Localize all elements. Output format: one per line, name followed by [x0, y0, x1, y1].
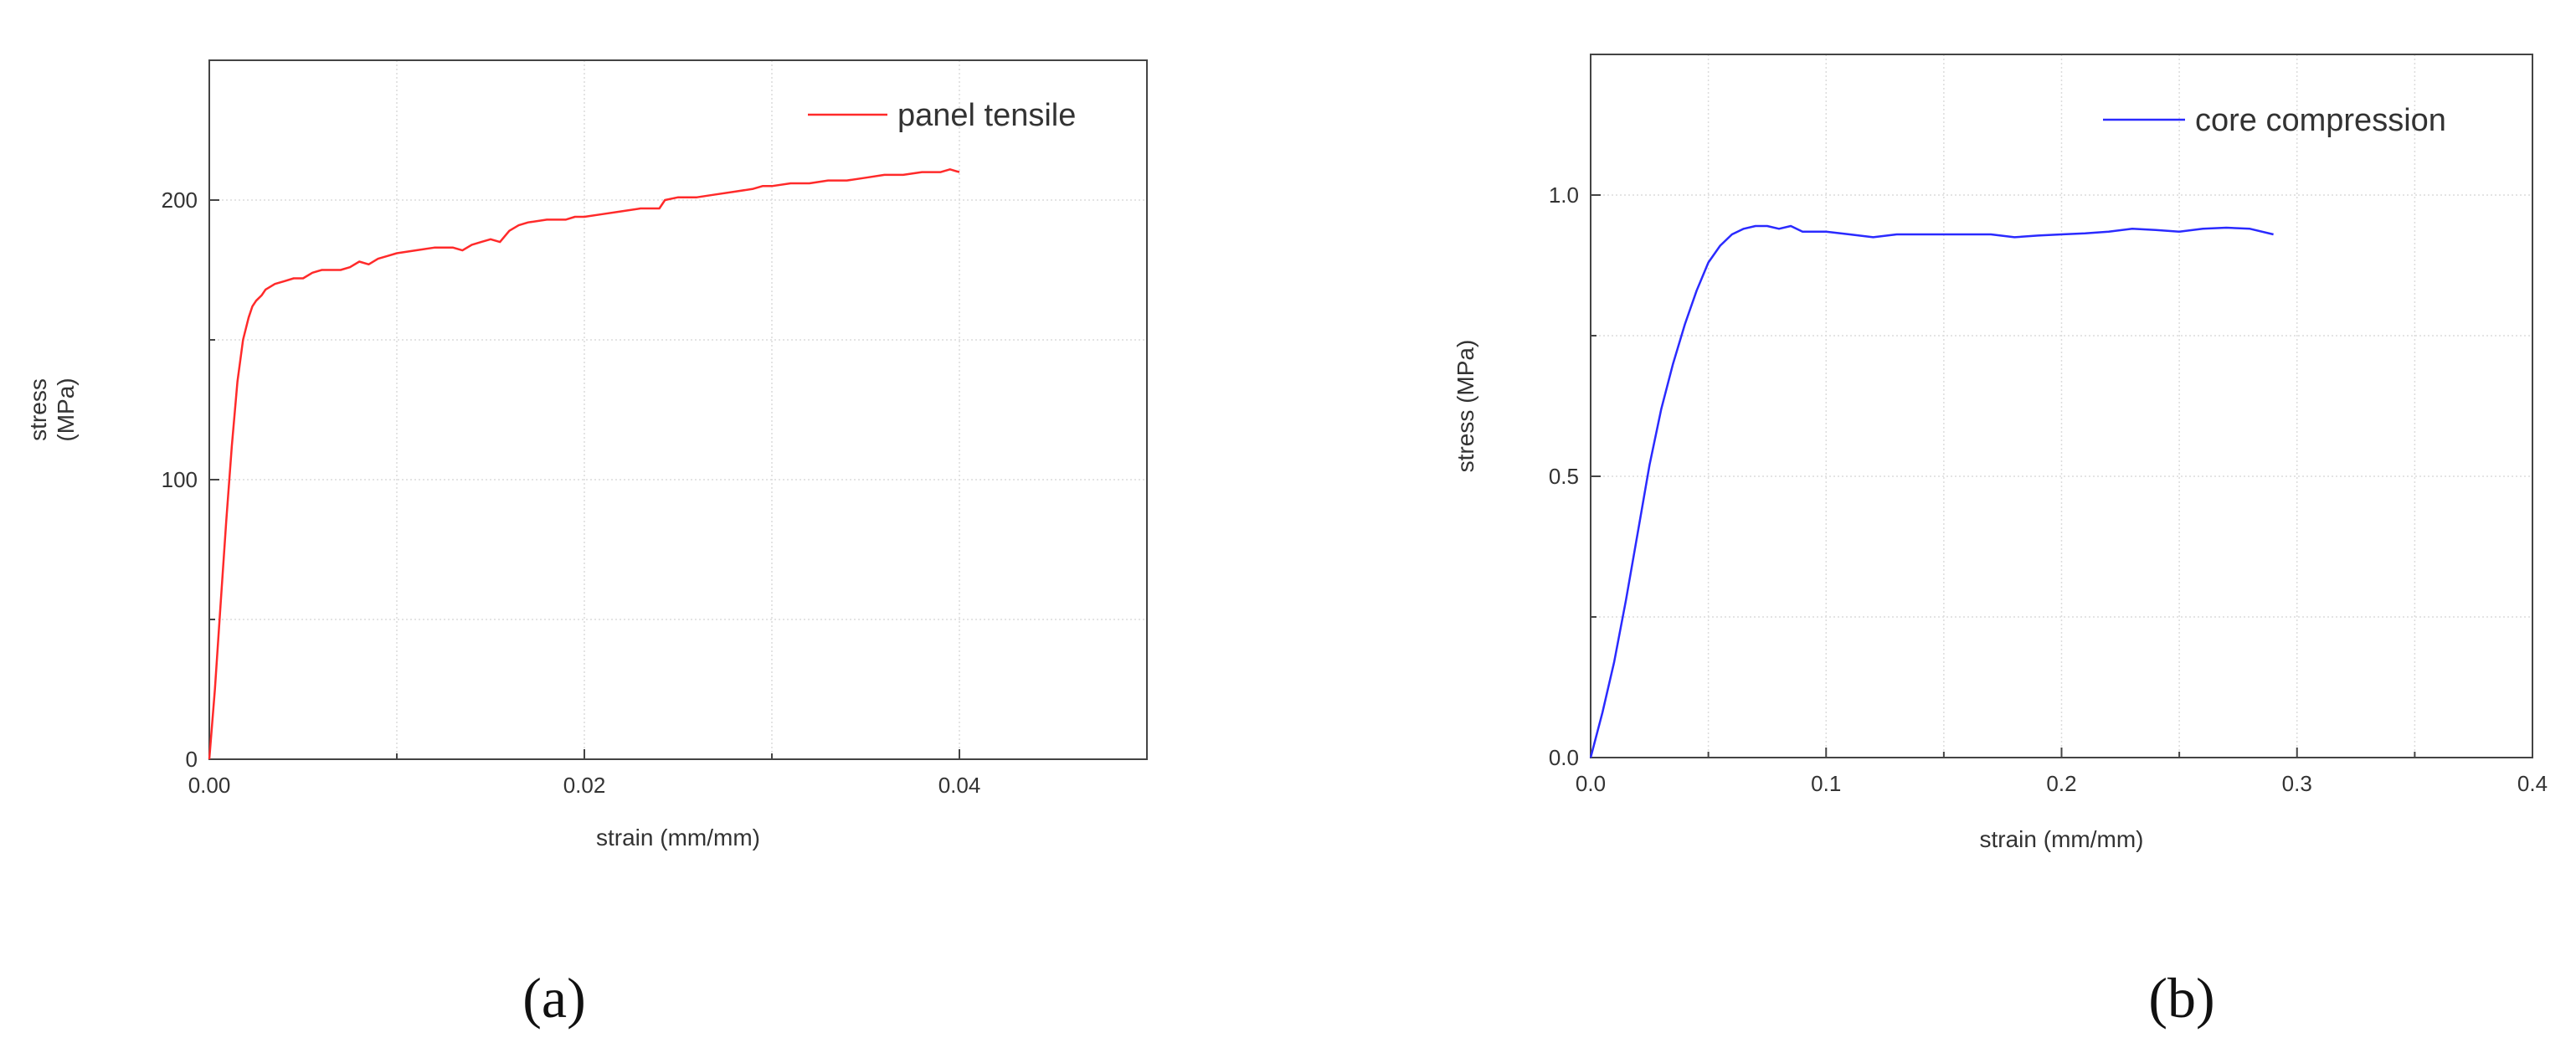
series-line-0 [1589, 224, 2274, 758]
legend-label: core compression [2195, 103, 2446, 138]
y-tick-label: 0.0 [1549, 745, 1579, 770]
y-tick-label: 200 [162, 188, 198, 213]
x-tick-label: 0.3 [2282, 771, 2312, 796]
y-tick-label: 0.5 [1549, 464, 1579, 489]
y-tick-label: 100 [162, 467, 198, 492]
x-tick-label: 0.00 [188, 773, 231, 798]
panel-label: (a) [522, 966, 585, 1030]
series-line-0 [208, 168, 960, 760]
x-tick-label: 0.2 [2046, 771, 2076, 796]
panel-label: (b) [2148, 966, 2214, 1030]
y-tick-label: 0 [186, 747, 198, 772]
y-tick-label: 1.0 [1549, 182, 1579, 208]
y-axis-label: stress [25, 378, 51, 441]
legend-label: panel tensile [897, 98, 1076, 133]
plot-frame [208, 59, 1148, 760]
chart-core-compression: 0.0 0.1 0.2 0.3 0.4 0.0 0.5 1.0 strain (mm/mm) st… [1453, 54, 2548, 1030]
x-axis-label: strain (mm/mm) [1980, 826, 2144, 852]
y-axis-label: (MPa) [53, 378, 79, 441]
x-tick-label: 0.02 [563, 773, 606, 798]
x-tick-label: 0.4 [2517, 771, 2548, 796]
x-axis-label: strain (mm/mm) [596, 825, 760, 850]
x-tick-label: 0.04 [938, 773, 981, 798]
x-tick-label: 0.1 [1811, 771, 1841, 796]
x-tick-label: 0.0 [1576, 771, 1606, 796]
y-axis-label: stress (MPa) [1453, 340, 1478, 473]
